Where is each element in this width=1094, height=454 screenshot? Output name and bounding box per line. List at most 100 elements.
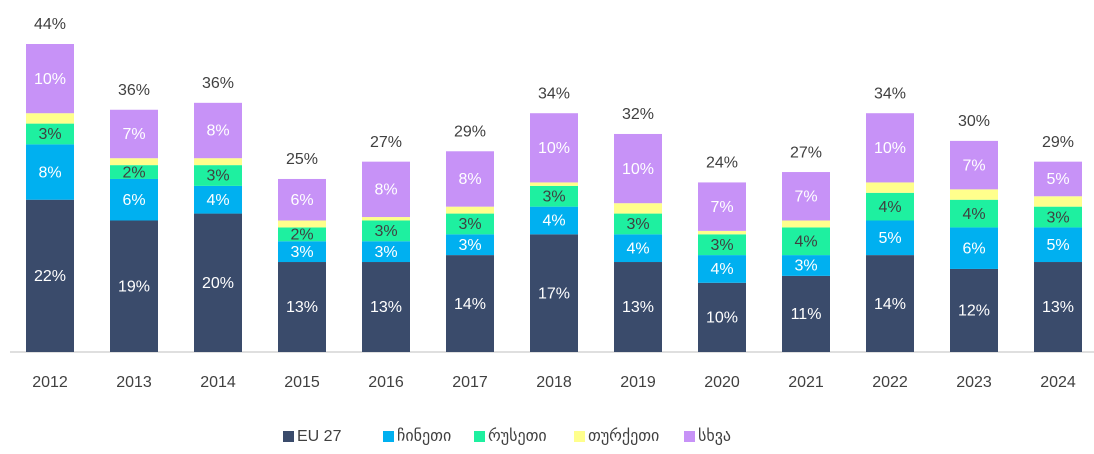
data-label: 11% [791, 306, 822, 323]
data-label: 5% [1046, 237, 1069, 254]
bar-segment [194, 165, 242, 186]
bar-segment [194, 213, 242, 352]
bar-segment [782, 255, 830, 276]
legend-swatch [684, 431, 695, 442]
legend-label: EU 27 [297, 428, 342, 445]
bar-segment [530, 113, 578, 183]
data-label: 4% [710, 261, 733, 278]
bar-segment [530, 185, 578, 207]
bar-segment [446, 234, 494, 256]
data-label: 19% [118, 278, 150, 295]
data-label: 14% [874, 296, 906, 313]
x-tick-label: 2021 [788, 374, 824, 391]
bar-segment [614, 203, 662, 214]
x-tick-label: 2024 [1040, 374, 1076, 391]
bar-segment [950, 268, 998, 352]
total-label: 36% [118, 82, 150, 99]
data-label: 4% [878, 199, 901, 216]
data-label: 7% [122, 126, 145, 143]
data-label: 5% [878, 230, 901, 247]
data-label: 7% [794, 188, 817, 205]
bar-segment [866, 255, 914, 352]
x-tick-label: 2015 [284, 374, 320, 391]
bar-segment [1034, 196, 1082, 207]
bar-segment [866, 113, 914, 183]
total-label: 29% [1042, 134, 1074, 151]
bar-segment [614, 213, 662, 235]
bar-segment [1034, 161, 1082, 197]
data-label: 3% [626, 216, 649, 233]
x-tick-label: 2012 [32, 374, 68, 391]
bar-segment [782, 172, 830, 221]
data-label: 3% [1046, 209, 1069, 226]
bar-segment [362, 217, 410, 221]
bar-segment [110, 109, 158, 159]
legend-label: სხვა [698, 427, 731, 445]
data-label: 8% [374, 182, 397, 199]
x-tick-label: 2017 [452, 374, 488, 391]
data-label: 4% [962, 206, 985, 223]
data-label: 4% [206, 192, 229, 209]
bar-segment [866, 192, 914, 221]
bar-segment [950, 227, 998, 269]
data-label: 8% [458, 171, 481, 188]
x-tick-label: 2013 [116, 374, 152, 391]
bar-segment [1034, 262, 1082, 352]
bar-segment [110, 178, 158, 221]
data-label: 3% [542, 188, 565, 205]
bar-segment [698, 282, 746, 352]
bar-segment [362, 220, 410, 242]
bar-segment [1034, 206, 1082, 228]
x-tick-label: 2016 [368, 374, 404, 391]
bar-segment [278, 262, 326, 352]
data-label: 10% [622, 161, 654, 178]
data-label: 8% [206, 123, 229, 140]
bar-segment [26, 44, 74, 114]
bar-segment [446, 213, 494, 235]
bar-segment [26, 123, 74, 145]
data-label: 2% [290, 227, 313, 244]
data-label: 10% [34, 71, 66, 88]
data-label: 22% [34, 268, 66, 285]
total-label: 34% [874, 85, 906, 102]
x-tick-label: 2022 [872, 374, 908, 391]
data-label: 2% [122, 164, 145, 181]
x-tick-label: 2014 [200, 374, 236, 391]
bar-segment [278, 220, 326, 228]
data-label: 13% [370, 299, 402, 316]
bar-segment [698, 230, 746, 235]
data-label: 3% [374, 244, 397, 261]
total-label: 25% [286, 151, 318, 168]
data-label: 13% [286, 299, 318, 316]
total-label: 24% [706, 155, 738, 172]
data-label: 14% [454, 296, 486, 313]
bar-segment [278, 227, 326, 242]
data-label: 3% [374, 223, 397, 240]
bar-segment [26, 144, 74, 200]
total-label: 27% [370, 134, 402, 151]
bar-segment [1034, 227, 1082, 263]
data-label: 3% [794, 258, 817, 275]
bar-segment [194, 185, 242, 214]
legend-label: რუსეთი [488, 427, 547, 445]
bar-segment [530, 182, 578, 186]
total-label: 30% [958, 113, 990, 130]
legend-swatch [283, 431, 294, 442]
data-label: 3% [206, 168, 229, 185]
bar-segment [194, 158, 242, 166]
bar-segment [446, 255, 494, 352]
bar-segment [698, 255, 746, 283]
total-label: 32% [622, 106, 654, 123]
bar-segment [362, 241, 410, 263]
data-label: 3% [38, 126, 61, 143]
data-label: 5% [1046, 171, 1069, 188]
bar-segment [446, 206, 494, 214]
data-label: 6% [290, 192, 313, 209]
bar-segment [110, 158, 158, 166]
bar-segment [194, 102, 242, 159]
bar-segment [866, 220, 914, 256]
legend-swatch [383, 431, 394, 442]
bar-segment [782, 275, 830, 352]
data-label: 3% [458, 237, 481, 254]
